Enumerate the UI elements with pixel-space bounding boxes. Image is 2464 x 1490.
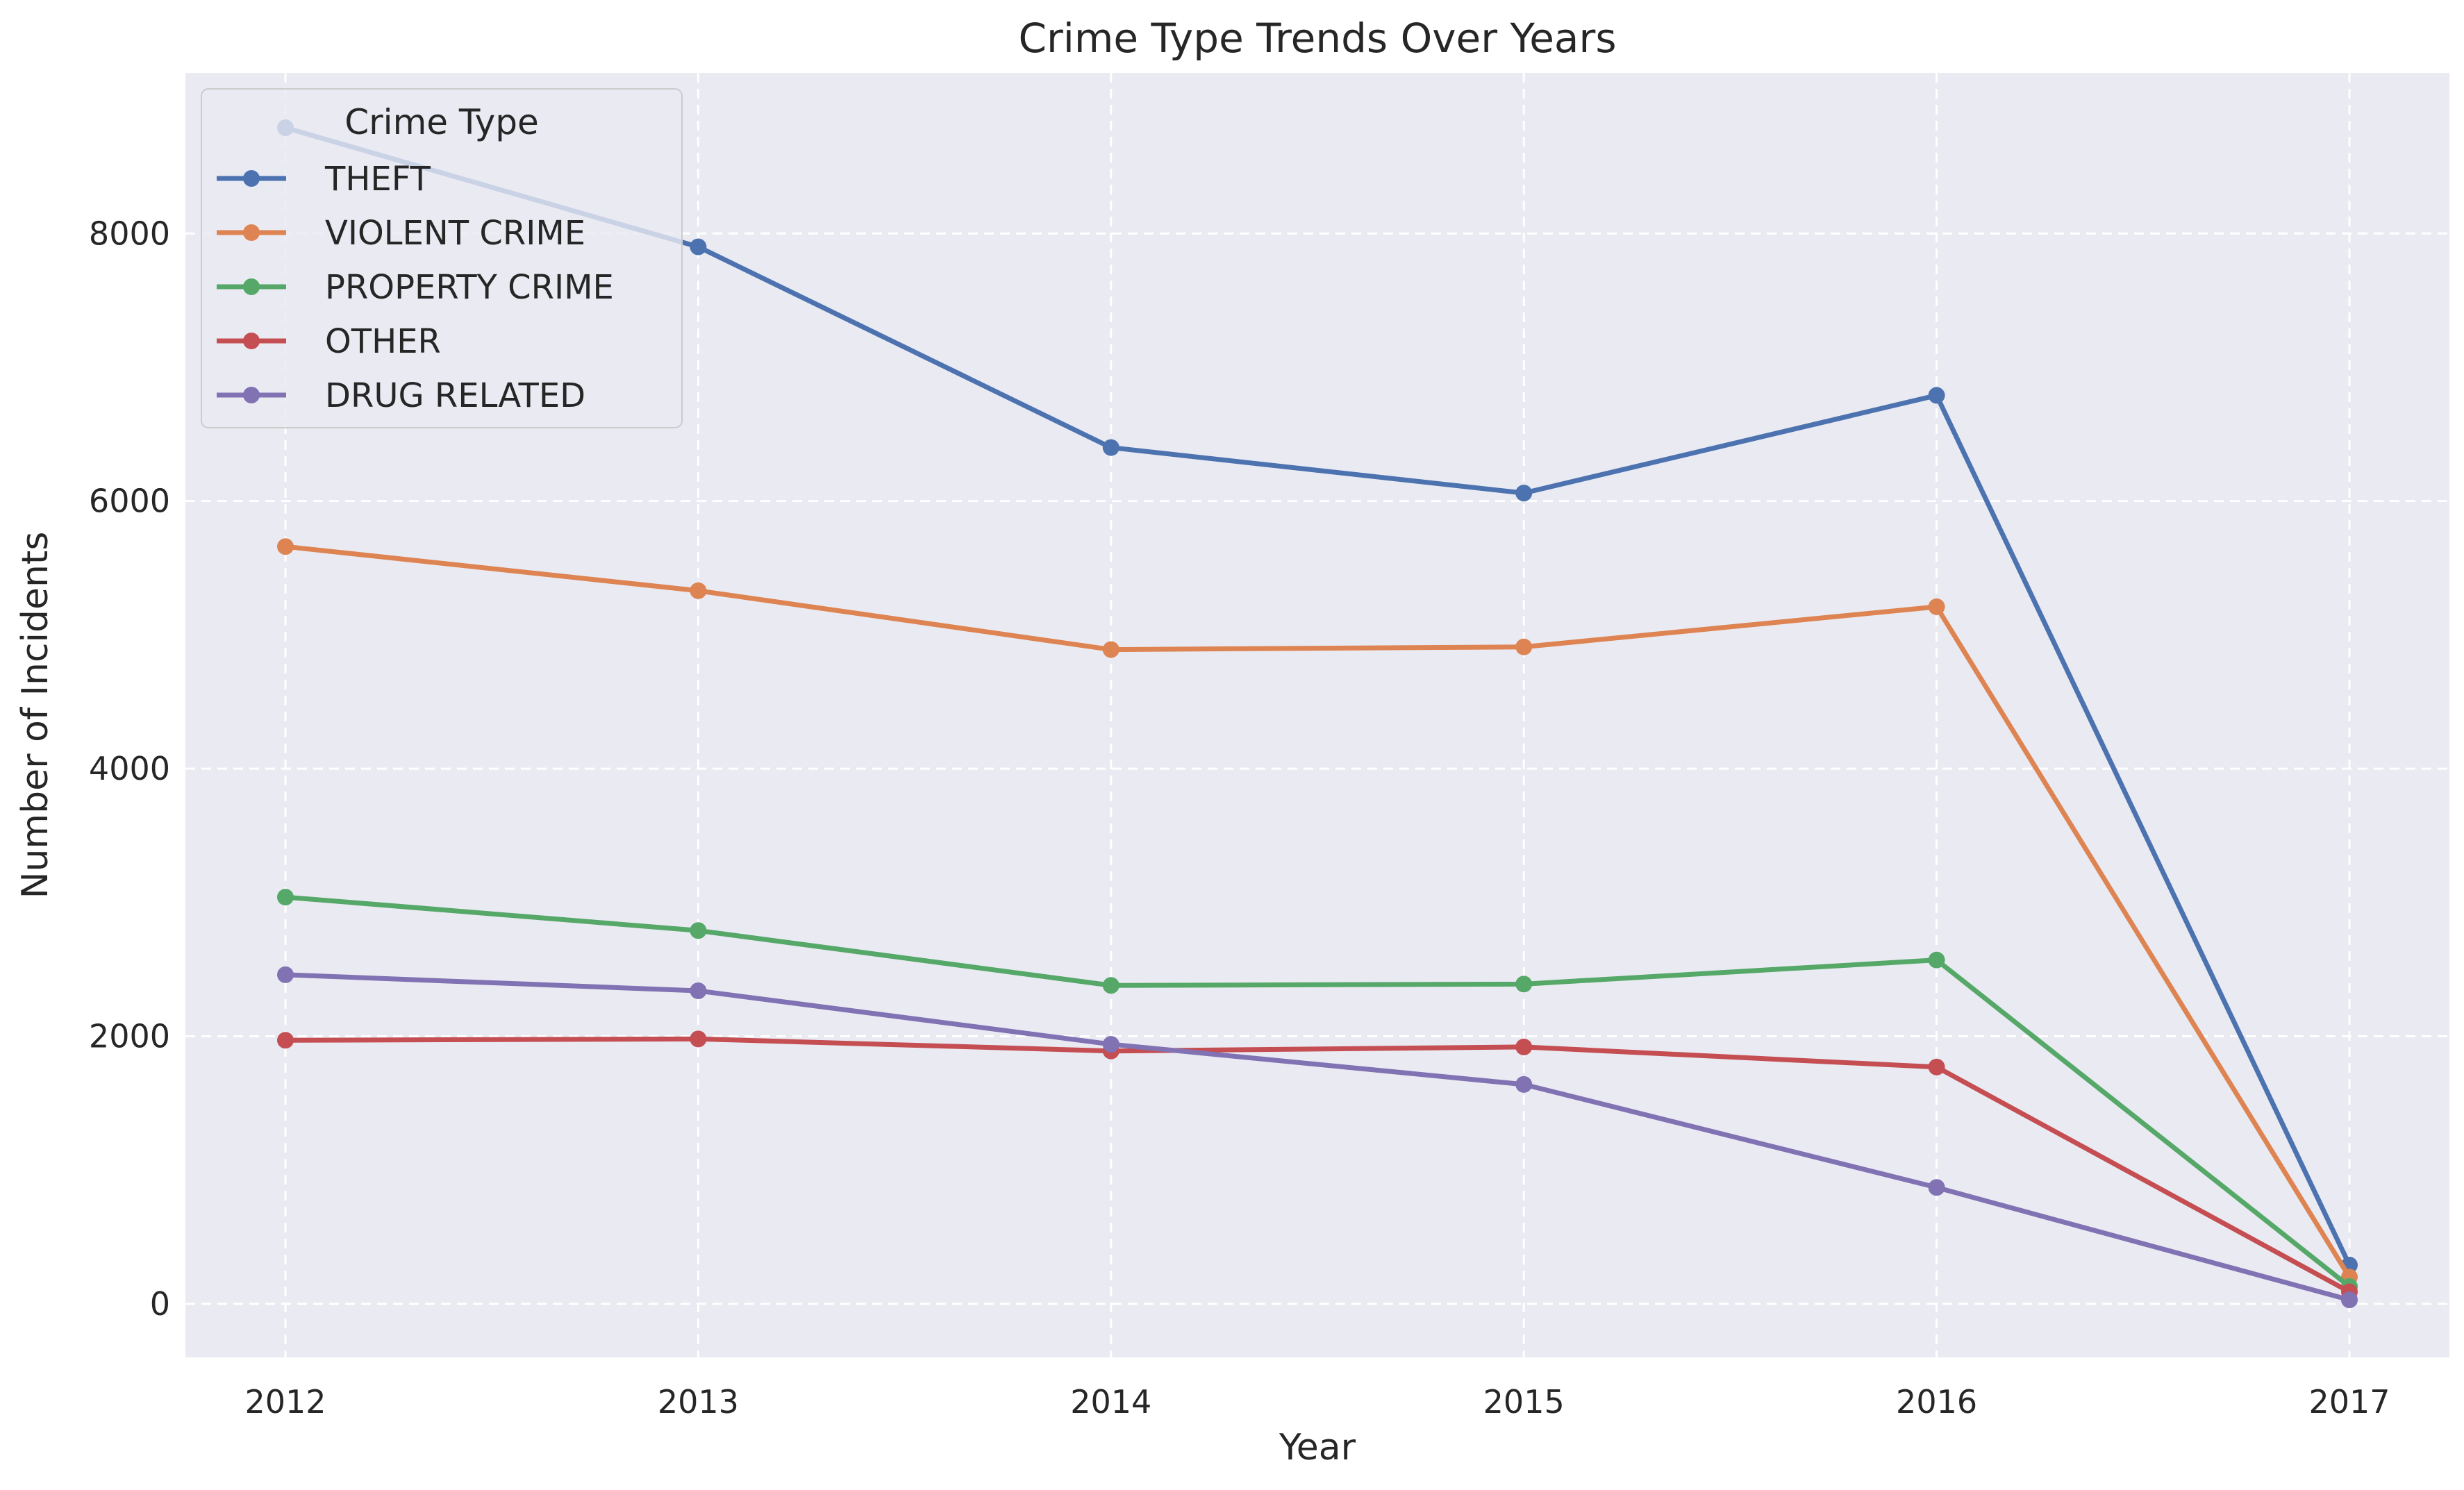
data-point-other bbox=[1928, 1058, 1945, 1075]
data-point-violent-crime bbox=[1928, 598, 1945, 615]
legend-title: Crime Type bbox=[344, 102, 539, 142]
data-point-property-crime bbox=[277, 889, 294, 906]
x-tick-label: 2014 bbox=[1070, 1383, 1151, 1421]
data-point-other bbox=[1515, 1038, 1533, 1055]
legend-label: THEFT bbox=[324, 160, 431, 199]
data-point-property-crime bbox=[1515, 976, 1533, 993]
legend-swatch-marker bbox=[243, 170, 260, 187]
data-point-property-crime bbox=[1102, 977, 1119, 994]
data-point-property-crime bbox=[690, 922, 707, 939]
legend-item-violent-crime: VIOLENT CRIME bbox=[217, 214, 585, 253]
x-tick-labels: 2012 2013 2014 2015 2016 2017 bbox=[244, 1383, 2390, 1421]
legend-swatch-marker bbox=[243, 333, 260, 349]
legend-label: OTHER bbox=[325, 322, 441, 361]
y-tick-label: 0 bbox=[150, 1285, 170, 1323]
legend-label: DRUG RELATED bbox=[325, 376, 585, 415]
y-tick-label: 6000 bbox=[89, 483, 170, 520]
data-point-drug-related bbox=[690, 982, 707, 999]
data-point-theft bbox=[1928, 387, 1945, 404]
data-point-drug-related bbox=[2341, 1291, 2358, 1309]
x-axis-label: Year bbox=[1279, 1427, 1356, 1468]
data-point-theft bbox=[1102, 439, 1119, 456]
series-other bbox=[277, 1030, 2358, 1300]
series-property-crime bbox=[277, 889, 2358, 1295]
x-tick-label: 2016 bbox=[1896, 1383, 1977, 1421]
series-line-violent-crime bbox=[283, 544, 2352, 1280]
data-point-drug-related bbox=[1102, 1036, 1119, 1053]
legend-box bbox=[201, 88, 683, 428]
data-point-property-crime bbox=[1928, 951, 1945, 969]
legend-label: VIOLENT CRIME bbox=[325, 214, 585, 253]
y-tick-label: 4000 bbox=[89, 750, 170, 787]
data-point-theft bbox=[690, 238, 707, 256]
series-line-drug-related bbox=[283, 972, 2352, 1303]
legend-item-theft: THEFT bbox=[217, 160, 431, 199]
data-point-violent-crime bbox=[1515, 638, 1533, 655]
series-line-property-crime bbox=[283, 894, 2352, 1289]
series-line-other bbox=[283, 1036, 2352, 1295]
data-point-drug-related bbox=[277, 966, 294, 983]
legend-swatch-marker bbox=[243, 224, 260, 241]
legend-items: THEFT VIOLENT CRIME PROPERTY CRIME OTHER DRU… bbox=[217, 160, 614, 415]
series-drug-related bbox=[277, 966, 2358, 1309]
series-violent-crime bbox=[277, 538, 2358, 1286]
y-tick-label: 8000 bbox=[89, 215, 170, 252]
data-point-violent-crime bbox=[277, 538, 294, 555]
legend-swatch-marker bbox=[243, 278, 260, 295]
data-point-drug-related bbox=[1928, 1179, 1945, 1196]
data-point-violent-crime bbox=[690, 582, 707, 599]
x-tick-label: 2013 bbox=[658, 1383, 739, 1421]
data-point-violent-crime bbox=[1102, 641, 1119, 658]
x-tick-label: 2012 bbox=[244, 1383, 326, 1421]
data-point-theft bbox=[1515, 485, 1533, 502]
legend-item-property-crime: PROPERTY CRIME bbox=[217, 268, 614, 307]
y-tick-label: 2000 bbox=[89, 1018, 170, 1055]
x-tick-label: 2017 bbox=[2308, 1383, 2390, 1421]
data-point-other bbox=[277, 1032, 294, 1049]
y-axis-label: Number of Incidents bbox=[15, 532, 56, 899]
chart-title: Crime Type Trends Over Years bbox=[1018, 15, 1616, 62]
legend-item-other: OTHER bbox=[217, 322, 441, 361]
grid-lines bbox=[185, 73, 2449, 1357]
data-point-other bbox=[690, 1030, 707, 1048]
legend-swatch-marker bbox=[243, 387, 260, 403]
legend-label: PROPERTY CRIME bbox=[325, 268, 614, 307]
data-point-drug-related bbox=[1515, 1075, 1533, 1093]
legend-item-drug-related: DRUG RELATED bbox=[217, 376, 585, 415]
legend: Crime Type THEFT VIOLENT CRIME PROPERTY CR… bbox=[201, 88, 683, 428]
x-tick-label: 2015 bbox=[1483, 1383, 1565, 1421]
y-tick-labels: 0 2000 4000 6000 8000 bbox=[89, 215, 170, 1323]
